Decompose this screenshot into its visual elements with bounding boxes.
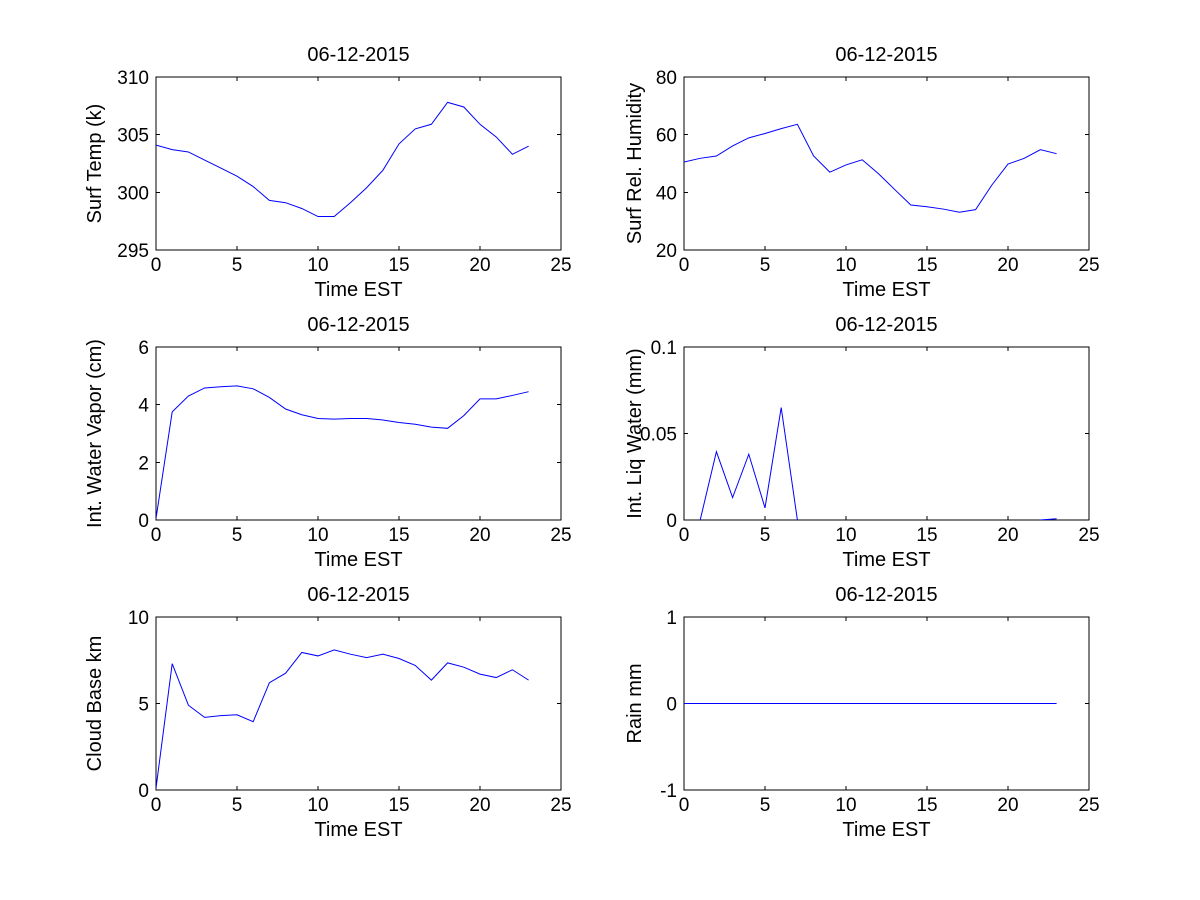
series-line: [156, 101, 529, 218]
x-tick-label: 25: [1078, 795, 1099, 816]
x-axis-label: Time EST: [314, 819, 402, 841]
y-tick-label: 4: [138, 396, 149, 417]
y-tick-label: 0: [666, 695, 677, 716]
plot-frame: [155, 346, 562, 521]
x-tick-label: 5: [232, 795, 243, 816]
x-tick-label: 5: [232, 255, 243, 276]
y-tick-label: 310: [117, 68, 149, 89]
y-tick-label: 300: [117, 183, 149, 204]
y-tick-label: 0.1: [651, 338, 677, 359]
x-tick-label: 20: [469, 525, 490, 546]
x-tick-label: 20: [469, 795, 490, 816]
x-tick-label: 0: [679, 255, 690, 276]
y-axis-label: Int. Liq Water (mm): [624, 348, 646, 518]
x-tick-label: 25: [550, 795, 571, 816]
x-tick-label: 0: [151, 255, 162, 276]
x-tick-label: 25: [550, 255, 571, 276]
series-line: [699, 407, 1057, 520]
x-tick-label: 20: [997, 255, 1018, 276]
plot-frame: [683, 76, 1090, 251]
y-tick-label: 295: [117, 241, 149, 262]
y-tick-label: 20: [656, 241, 677, 262]
y-axis-label: Int. Water Vapor (cm): [84, 339, 106, 528]
chart-surf-rel-humidity: 0 5 10 15 20 25 20 40 60 80 06-12-2015 Time EST Surf…: [624, 44, 1100, 301]
x-axis-label: Time EST: [842, 549, 930, 571]
series-line: [156, 649, 529, 789]
x-tick-label: 25: [1078, 525, 1099, 546]
x-tick-label: 5: [760, 255, 771, 276]
plot-frame: [155, 616, 562, 791]
y-tick-label: 40: [656, 183, 677, 204]
y-tick-label: 5: [138, 695, 149, 716]
x-tick-label: 20: [997, 795, 1018, 816]
chart-title: 06-12-2015: [835, 584, 937, 606]
x-tick-label: 0: [679, 525, 690, 546]
x-tick-label: 0: [151, 795, 162, 816]
y-tick-label: 0: [138, 511, 149, 532]
y-axis-label: Cloud Base km: [84, 636, 106, 772]
x-tick-label: 20: [469, 255, 490, 276]
plot-frame: [155, 76, 562, 251]
x-tick-label: 5: [232, 525, 243, 546]
x-tick-label: 10: [835, 255, 856, 276]
x-tick-label: 15: [388, 525, 409, 546]
y-tick-label: 0: [666, 511, 677, 532]
y-axis-label: Rain mm: [624, 663, 646, 743]
chart-int-water-vapor: 0 5 10 15 20 25 0 2 4 6 06-12-2015 Time EST Int. Wat…: [84, 314, 572, 571]
x-tick-label: 15: [916, 795, 937, 816]
y-tick-label: 1: [666, 608, 677, 629]
chart-title: 06-12-2015: [835, 314, 937, 336]
x-tick-label: 15: [388, 255, 409, 276]
x-tick-label: 5: [760, 795, 771, 816]
y-tick-label: 0: [138, 781, 149, 802]
chart-title: 06-12-2015: [307, 584, 409, 606]
chart-title: 06-12-2015: [307, 44, 409, 66]
x-axis-label: Time EST: [842, 819, 930, 841]
y-tick-label: 10: [128, 608, 149, 629]
x-tick-label: 25: [550, 525, 571, 546]
chart-surf-temp: 0 5 10 15 20 25 295 300 305 310 06-12-2015 Time EST…: [84, 44, 572, 301]
x-tick-label: 10: [835, 525, 856, 546]
y-tick-label: 2: [138, 453, 149, 474]
x-tick-label: 10: [307, 795, 328, 816]
x-tick-label: 15: [916, 525, 937, 546]
y-tick-label: 6: [138, 338, 149, 359]
x-tick-label: 10: [307, 525, 328, 546]
x-axis-label: Time EST: [842, 279, 930, 301]
x-tick-label: 10: [835, 795, 856, 816]
x-tick-label: 20: [997, 525, 1018, 546]
x-tick-label: 10: [307, 255, 328, 276]
chart-title: 06-12-2015: [835, 44, 937, 66]
y-tick-label: -1: [660, 781, 677, 802]
y-tick-label: 80: [656, 68, 677, 89]
x-tick-label: 15: [916, 255, 937, 276]
x-axis-label: Time EST: [314, 549, 402, 571]
chart-int-liq-water: 0 5 10 15 20 25 0 0.05 0.1 06-12-2015 Time EST Int.…: [624, 314, 1100, 571]
y-tick-label: 0.05: [640, 425, 677, 446]
y-axis-label: Surf Rel. Humidity: [624, 83, 646, 244]
series-line: [684, 123, 1057, 213]
y-axis-label: Surf Temp (k): [84, 104, 106, 224]
chart-title: 06-12-2015: [307, 314, 409, 336]
y-tick-label: 305: [117, 126, 149, 147]
x-tick-label: 25: [1078, 255, 1099, 276]
x-tick-label: 15: [388, 795, 409, 816]
x-tick-label: 0: [151, 525, 162, 546]
series-line: [156, 385, 529, 519]
x-tick-label: 0: [679, 795, 690, 816]
chart-cloud-base: 0 5 10 15 20 25 0 5 10 06-12-2015 Time EST Cloud Ba…: [84, 584, 572, 841]
y-tick-label: 60: [656, 126, 677, 147]
x-axis-label: Time EST: [314, 279, 402, 301]
x-tick-label: 5: [760, 525, 771, 546]
plot-frame: [683, 346, 1090, 521]
